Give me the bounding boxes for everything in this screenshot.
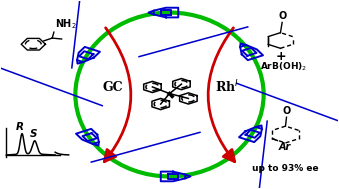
Text: Rh$^{I}$: Rh$^{I}$ (215, 79, 239, 95)
Text: O: O (282, 106, 291, 116)
Text: NH$_2$: NH$_2$ (55, 17, 76, 31)
Text: GC: GC (102, 81, 123, 94)
Text: +: + (275, 50, 286, 63)
Text: Ar: Ar (279, 143, 291, 153)
Text: R: R (16, 122, 24, 132)
Text: S: S (29, 129, 37, 139)
Text: up to 93% ee: up to 93% ee (252, 163, 319, 173)
Text: O: O (278, 11, 286, 21)
Text: ArB(OH)$_2$: ArB(OH)$_2$ (260, 61, 307, 73)
